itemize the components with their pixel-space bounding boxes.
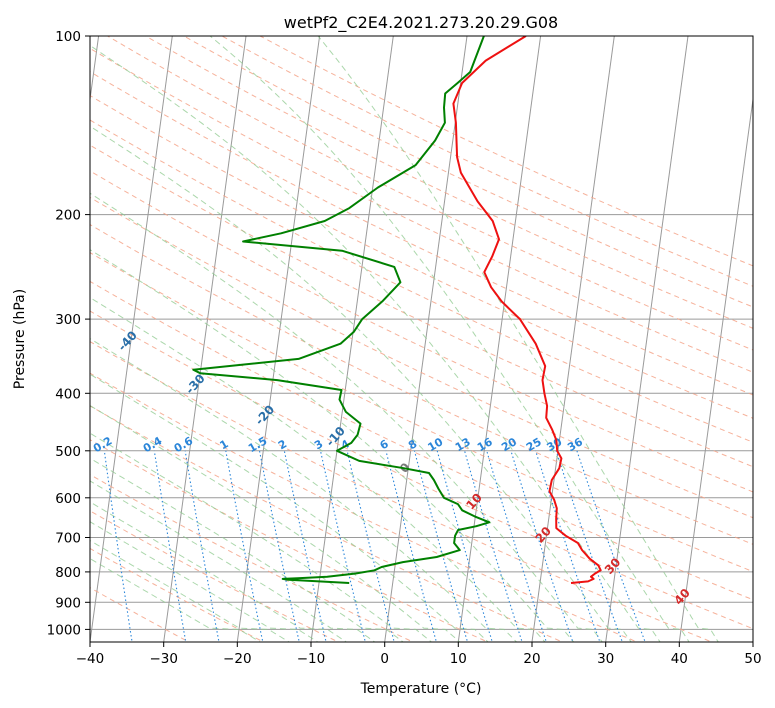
dry-adiabat-line: [90, 252, 753, 573]
dry-adiabat-line: [90, 310, 753, 630]
dry-adiabat-line: [90, 280, 753, 601]
isotherm-line: [457, 36, 542, 642]
x-tick-label: 20: [523, 651, 540, 667]
mixing-ratio-line: [153, 450, 187, 642]
moist-adiabat-line: [90, 249, 575, 642]
y-axis-label: Pressure (hPa): [12, 289, 28, 389]
dry-adiabat-line: [90, 341, 714, 642]
dry-adiabat-line: [90, 170, 753, 493]
x-tick-label: 40: [671, 651, 688, 667]
x-tick-label: −20: [223, 651, 252, 667]
dry-adiabat-line: [90, 47, 753, 373]
moist-adiabat-line: [90, 432, 433, 642]
chart-title: wetPf2_C2E4.2021.273.20.29.G08: [284, 13, 558, 33]
y-tick-label: 600: [55, 491, 81, 507]
x-axis-label: Temperature (°C): [360, 681, 482, 697]
moist-adiabat-line: [90, 501, 348, 642]
x-tick-label: −30: [149, 651, 178, 667]
isotherm-line: [90, 36, 173, 642]
x-tick-label: 50: [744, 651, 761, 667]
x-tick-label: 0: [380, 651, 389, 667]
moist-adiabat-line: [90, 558, 262, 642]
y-tick-label: 200: [55, 208, 81, 224]
moist-adiabat-line: [90, 457, 404, 642]
y-axis: 100 200 300 400 500 600 700 800 900 1000: [47, 29, 90, 638]
mixing-ratio-line: [555, 450, 623, 642]
isotherm-line: [678, 95, 753, 642]
x-tick-label: −40: [76, 651, 105, 667]
isotherm-line: [236, 36, 321, 642]
y-tick-label: 300: [55, 312, 81, 328]
moist-adiabat-line: [90, 125, 632, 642]
mixing-ratio-line: [385, 450, 437, 642]
dry-adiabat-line: [90, 439, 489, 642]
mixing-ratio-line: [319, 450, 366, 642]
x-tick-label: 30: [597, 651, 614, 667]
y-tick-label: 100: [55, 29, 81, 45]
mixing-ratio-line: [535, 450, 601, 642]
mixing-ratio-line: [346, 450, 395, 642]
mixing-ratio-line: [184, 450, 220, 642]
mixing-ratio-line: [576, 450, 646, 642]
temperature-profile-line: [452, 36, 602, 584]
dewpoint-profile-line: [192, 36, 491, 584]
mixing-ratio-line: [436, 450, 493, 642]
moist-adiabat-line: [90, 44, 661, 642]
moist-adiabat-line: [90, 404, 461, 642]
isotherm-line: [605, 36, 689, 642]
isotherm-line: [163, 36, 247, 642]
dry-adiabat-line: [90, 474, 415, 642]
dry-adiabat-line: [90, 119, 753, 443]
moist-adiabat-line: [90, 296, 546, 642]
y-tick-label: 700: [55, 531, 81, 547]
moist-adiabat-line: [90, 192, 603, 642]
dry-adiabat-line: [144, 36, 753, 329]
x-tick-label: −10: [297, 651, 326, 667]
mixing-ratio-line: [486, 450, 547, 642]
dry-adiabat-line: [90, 223, 753, 545]
mixing-ratio-line: [225, 450, 264, 642]
dry-adiabat-line: [90, 547, 265, 642]
mixing-ratio-line: [258, 450, 300, 642]
moist-adiabat-line: [209, 36, 690, 642]
mixing-ratio-line: [413, 450, 469, 642]
y-tick-label: 500: [55, 444, 81, 460]
isotherm-line: [531, 36, 615, 642]
mixing-ratio-line: [510, 450, 574, 642]
dry-adiabat-line: [182, 36, 753, 308]
plot-frame: [89, 35, 754, 643]
y-tick-label: 1000: [47, 622, 81, 638]
y-tick-label: 800: [55, 565, 81, 581]
y-tick-label: 400: [55, 386, 81, 402]
dry-adiabat-line: [90, 405, 564, 642]
y-tick-label: 900: [55, 595, 81, 611]
moist-adiabat-line: [90, 373, 489, 642]
moist-adiabat-line: [90, 338, 518, 642]
isotherm-line: [384, 36, 468, 642]
x-tick-label: 10: [450, 651, 467, 667]
x-axis: −40 −30 −20 −10 0 10 20 30 40 50: [76, 642, 762, 667]
mixing-ratio-line: [464, 450, 523, 642]
mixing-ratio-line: [283, 450, 327, 642]
